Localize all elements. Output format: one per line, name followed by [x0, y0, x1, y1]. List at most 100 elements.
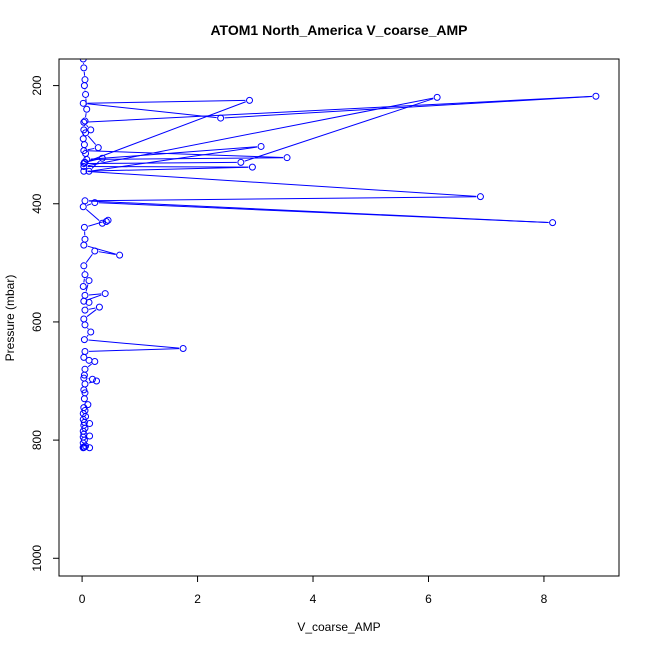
data-point — [81, 76, 89, 84]
series-layer — [79, 59, 600, 452]
data-point — [85, 167, 93, 175]
series-line-segment — [88, 307, 96, 310]
series-line-segment — [87, 171, 477, 197]
data-point — [81, 306, 89, 314]
x-axis-label: V_coarse_AMP — [297, 620, 380, 634]
series-line-segment — [87, 161, 237, 165]
data-point — [80, 223, 88, 231]
data-point — [81, 117, 89, 125]
series-line-segment — [87, 135, 97, 145]
data-point — [98, 154, 106, 162]
data-point — [79, 135, 87, 143]
data-point — [93, 377, 101, 385]
x-tick-label: 4 — [310, 592, 317, 606]
series-line-segment — [88, 158, 99, 162]
data-point — [80, 167, 88, 175]
data-point — [80, 163, 88, 171]
series-line-segment — [83, 278, 85, 283]
data-point — [98, 219, 106, 227]
data-point — [82, 129, 90, 137]
data-point — [81, 321, 89, 329]
data-point — [433, 93, 441, 101]
series-line-segment — [86, 309, 97, 317]
data-point — [80, 353, 88, 361]
data-point — [79, 59, 87, 63]
data-point — [91, 247, 99, 255]
y-tick-label: 600 — [30, 312, 44, 332]
y-tick-label: 400 — [30, 193, 44, 213]
data-point — [104, 216, 112, 224]
series-line-segment — [90, 146, 258, 160]
x-tick-label: 2 — [194, 592, 201, 606]
data-point — [80, 141, 88, 149]
y-axis: 200 400 600 800 1000 — [30, 75, 60, 572]
data-point — [237, 158, 245, 166]
series-line-segment — [86, 203, 92, 206]
series-line-segment — [244, 98, 434, 162]
data-point — [85, 298, 93, 306]
data-point — [86, 444, 94, 452]
data-point — [80, 371, 88, 379]
y-axis-label: Pressure (mbar) — [3, 275, 17, 362]
data-point — [81, 291, 89, 299]
data-point — [80, 297, 88, 305]
x-tick-label: 0 — [79, 592, 86, 606]
series-line-segment — [87, 147, 95, 151]
series-line-segment — [88, 220, 105, 227]
series-line-segment — [85, 113, 87, 118]
data-point — [283, 154, 291, 162]
series-line-segment — [87, 245, 116, 255]
data-point — [81, 197, 89, 205]
series-line-segment — [85, 208, 100, 222]
data-point — [85, 356, 93, 364]
data-point — [246, 96, 254, 104]
data-point — [91, 199, 99, 207]
data-point — [179, 345, 187, 353]
chart-title: ATOM1 North_America V_coarse_AMP — [210, 22, 467, 38]
series-line-segment — [87, 103, 217, 119]
data-point — [81, 347, 89, 355]
data-point — [101, 290, 109, 298]
series-line-segment — [87, 150, 284, 159]
data-point — [217, 114, 225, 122]
series-line-segment — [87, 363, 92, 368]
series-line-segment — [87, 166, 249, 168]
data-point — [81, 271, 89, 279]
series-line-segment — [87, 99, 246, 104]
data-point — [592, 92, 600, 100]
data-point — [88, 375, 96, 383]
data-point — [257, 142, 265, 150]
x-axis: 0 2 4 6 8 — [79, 575, 548, 606]
data-point — [84, 401, 92, 409]
series-line-segment — [85, 284, 89, 292]
data-point — [80, 315, 88, 323]
data-point — [87, 328, 95, 336]
series-line-segment — [87, 95, 592, 123]
data-point — [91, 358, 99, 366]
data-point — [80, 336, 88, 344]
data-point — [81, 365, 89, 373]
data-point — [79, 203, 87, 211]
data-point — [83, 105, 91, 113]
data-point — [102, 217, 110, 225]
y-tick-label: 200 — [30, 75, 44, 95]
y-tick-label: 800 — [30, 430, 44, 450]
data-point — [116, 251, 124, 259]
series-line-segment — [87, 327, 89, 330]
data-point — [80, 147, 88, 155]
series-line-segment — [88, 339, 180, 349]
y-tick-label: 1000 — [30, 545, 44, 572]
data-point — [81, 235, 89, 243]
series-line-segment — [98, 202, 549, 223]
data-point — [86, 432, 94, 440]
data-point — [80, 82, 88, 90]
plot-frame — [58, 58, 620, 577]
data-point — [476, 193, 484, 201]
data-point — [80, 241, 88, 249]
data-point — [87, 126, 95, 134]
data-point — [80, 118, 88, 126]
series-line-segment — [86, 124, 89, 128]
data-point — [80, 395, 88, 403]
series-line-segment — [91, 160, 100, 169]
